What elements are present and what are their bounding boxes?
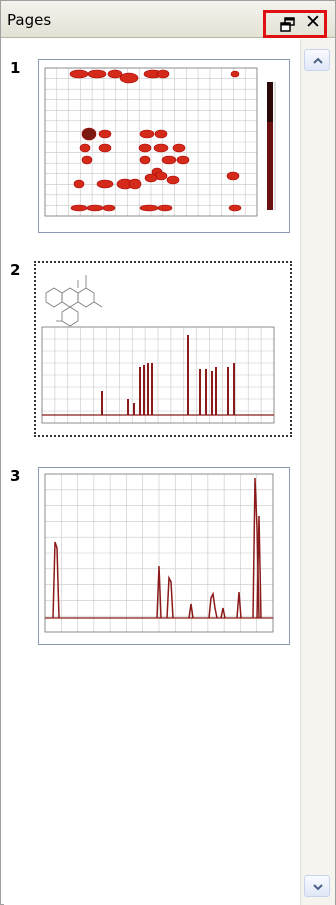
chevron-up-icon	[313, 57, 323, 64]
scroll-up-button[interactable]	[304, 49, 330, 71]
close-icon[interactable]: ✕	[305, 11, 321, 33]
scroll-down-button[interactable]	[304, 875, 330, 897]
page-thumbnail-list: 1	[4, 39, 300, 905]
panel-titlebar: Pages ✕	[1, 1, 335, 38]
window-controls-highlight: ✕	[263, 10, 327, 38]
panel-title: Pages	[7, 11, 52, 29]
page-number: 1	[10, 59, 21, 77]
float-window-icon[interactable]	[280, 17, 296, 33]
page-thumbnail-2[interactable]	[34, 261, 292, 437]
vertical-scrollbar[interactable]	[300, 39, 335, 905]
page-thumbnail-1[interactable]	[38, 59, 290, 233]
chevron-down-icon	[313, 884, 323, 891]
page-number: 2	[10, 261, 21, 279]
page-number: 3	[10, 467, 21, 485]
page-thumbnail-3[interactable]	[38, 467, 290, 645]
